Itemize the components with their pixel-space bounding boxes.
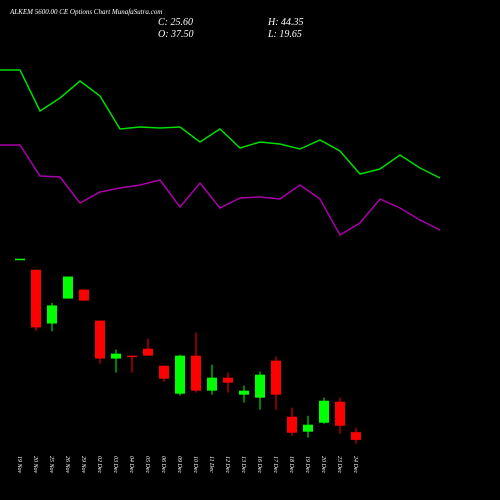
candle-body (47, 305, 57, 324)
x-tick-label: 18 Dec (288, 456, 294, 473)
candle-body (287, 416, 297, 433)
candle-body (223, 377, 233, 383)
x-tick-label: 04 Dec (128, 456, 135, 473)
x-tick-label: 11 Dec (208, 456, 214, 473)
candle-body (351, 432, 361, 440)
x-tick-label: 25 Nov (48, 456, 54, 474)
x-tick-label: 20 Nov (32, 456, 38, 474)
candle-body (303, 424, 313, 432)
candle-body (175, 355, 185, 394)
indicator-line (0, 69, 441, 179)
candle-body (79, 289, 89, 301)
x-tick-label: 02 Dec (96, 456, 102, 473)
x-tick-label: 20 Dec (320, 456, 326, 473)
x-tick-label: 26 Nov (64, 456, 70, 474)
candle-body (191, 355, 201, 391)
x-tick-label: 19 Dec (304, 456, 310, 473)
x-tick-label: 12 Dec (224, 456, 230, 473)
ohlc-low: L: 19.65 (267, 29, 302, 40)
chart-title: ALKEM 5600.00 CE Options Chart MunafaSut… (9, 8, 162, 16)
indicator-line (0, 144, 441, 237)
candle-body (271, 360, 281, 395)
candle-body (319, 400, 329, 423)
ohlc-close: C: 25.60 (158, 17, 193, 28)
candle-body (207, 377, 217, 391)
x-tick-label: 23 Dec (336, 456, 342, 473)
x-tick-label: 29 Nov (80, 456, 86, 474)
candle-body (239, 390, 249, 395)
candle-body (127, 355, 137, 358)
x-tick-label: 06 Dec (160, 456, 166, 473)
x-tick-label: 05 Dec (144, 456, 150, 473)
ohlc-open: O: 37.50 (158, 29, 194, 40)
candle-body (159, 365, 169, 379)
x-tick-label: 16 Dec (256, 456, 262, 473)
ohlc-high: H: 44.35 (267, 17, 304, 28)
x-tick-label: 03 Dec (112, 456, 118, 473)
x-tick-label: 24 Dec (352, 456, 359, 473)
candle-body (31, 269, 41, 328)
candle-body (15, 258, 25, 261)
x-tick-label: 10 Dec (192, 456, 198, 473)
candle-body (255, 374, 265, 398)
candle-body (335, 401, 345, 426)
x-tick-label: 13 Dec (240, 456, 246, 473)
candle-body (111, 353, 121, 359)
x-tick-label: 19 Nov (16, 456, 22, 474)
candle-body (95, 320, 105, 359)
candle-body (63, 276, 73, 299)
candle-body (143, 348, 153, 356)
x-tick-label: 09 Dec (176, 456, 182, 473)
x-tick-label: 17 Dec (272, 456, 278, 473)
